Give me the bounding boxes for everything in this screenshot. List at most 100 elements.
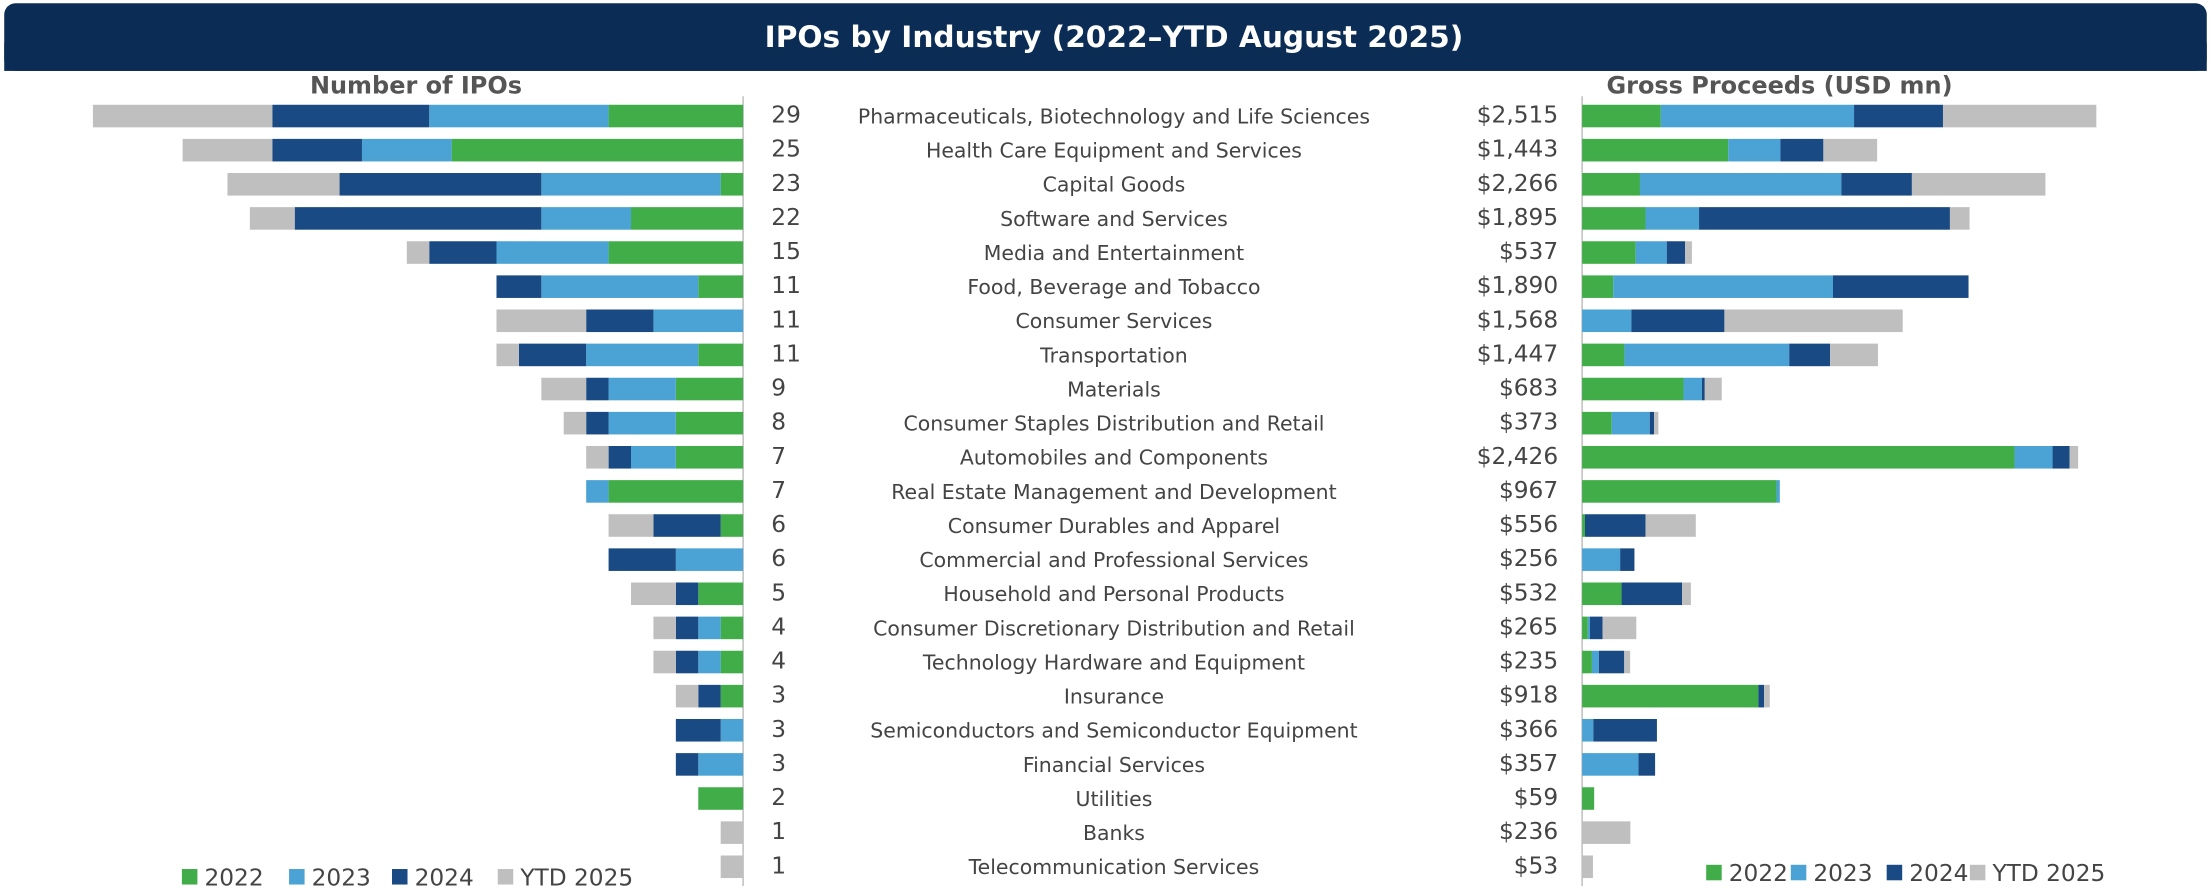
total-label: 4 (771, 613, 786, 640)
bar-segment (1582, 411, 1612, 435)
bar-segment (429, 241, 497, 264)
bar-segment (1582, 684, 1759, 708)
bar-segment (1582, 309, 1632, 333)
bar-segment (698, 684, 721, 708)
category-label: Household and Personal Products (943, 582, 1284, 606)
bar-segment (496, 241, 609, 264)
bar-segment (1582, 377, 1684, 401)
total-label: 25 (771, 136, 801, 163)
total-label: 3 (771, 716, 786, 743)
bar-segment (1582, 480, 1777, 503)
bar-segment (1832, 275, 1969, 298)
bar-segment (294, 207, 542, 230)
bar-segment (653, 309, 744, 333)
bar-segment (1764, 684, 1770, 708)
total-label: 11 (771, 306, 801, 333)
bar-segment (698, 275, 744, 298)
category-label: Consumer Durables and Apparel (948, 514, 1280, 538)
bar-segment (361, 138, 452, 162)
bar-segment (496, 309, 587, 333)
bar-segment (1949, 207, 1970, 230)
total-label: $1,568 (1477, 306, 1558, 333)
bar-segment (586, 309, 654, 333)
category-label: Software and Services (1000, 207, 1228, 231)
bar-segment (1942, 104, 2097, 128)
bar-segment (1582, 650, 1592, 674)
bar-segment (675, 616, 699, 640)
legend-label: 2022 (204, 864, 263, 891)
total-label: 4 (771, 648, 786, 675)
total-label: $265 (1499, 613, 1558, 640)
bar-segment (451, 138, 744, 162)
bar-segment (1582, 787, 1595, 810)
bar-segment (608, 411, 676, 435)
bar-segment (2052, 446, 2070, 469)
bar-segment (698, 650, 721, 674)
bar-segment (1682, 582, 1691, 606)
bar-segment (541, 173, 721, 196)
category-label: Technology Hardware and Equipment (922, 650, 1305, 674)
bar-segment (1582, 753, 1639, 776)
total-label: 5 (771, 579, 786, 606)
bar-segment (272, 104, 430, 128)
bar-segment (1635, 241, 1667, 264)
total-label: $53 (1514, 852, 1558, 879)
legend-swatch (289, 869, 305, 885)
bar-segment (1582, 446, 2015, 469)
bar-segment (1582, 718, 1594, 742)
total-label: 6 (771, 545, 786, 572)
bar-segment (92, 104, 273, 128)
total-label: 15 (771, 238, 801, 265)
bar-segment (1660, 104, 1855, 128)
bar-segment (1854, 104, 1943, 128)
bar-segment (1593, 718, 1657, 742)
category-label: Commercial and Professional Services (919, 548, 1308, 572)
header-bar-base (4, 42, 2207, 71)
bar-segment (2014, 446, 2053, 469)
bar-segment (1704, 377, 1722, 401)
category-label: Health Care Equipment and Services (926, 139, 1302, 163)
bar-segment (1654, 411, 1659, 435)
bar-segment (227, 173, 340, 196)
bar-segment (608, 446, 632, 469)
total-label: $235 (1499, 648, 1558, 675)
bar-segment (1645, 207, 1700, 230)
total-label: $1,447 (1477, 340, 1558, 367)
bar-segment (1598, 650, 1625, 674)
total-label: 8 (771, 409, 786, 436)
bar-segment (1582, 104, 1661, 128)
legend-label: 2023 (1813, 860, 1872, 887)
legend-swatch (1886, 864, 1903, 881)
bar-segment (698, 343, 744, 367)
bar-segment (1582, 582, 1622, 606)
bar-segment (496, 275, 542, 298)
category-label: Media and Entertainment (984, 241, 1244, 265)
bar-segment (496, 343, 519, 367)
category-label: Pharmaceuticals, Biotechnology and Life … (858, 104, 1370, 128)
bar-segment (1582, 616, 1588, 640)
bar-segment (1620, 548, 1635, 571)
total-label: 23 (771, 170, 801, 197)
total-label: $366 (1499, 716, 1558, 743)
legend-label: 2022 (1729, 860, 1788, 887)
category-label: Banks (1083, 821, 1145, 845)
bar-segment (720, 684, 744, 708)
bar-segment (698, 616, 721, 640)
total-label: 29 (771, 102, 801, 129)
category-label: Utilities (1075, 787, 1152, 811)
bar-segment (1582, 138, 1729, 162)
category-label: Consumer Services (1016, 309, 1213, 333)
total-label: $2,426 (1477, 443, 1558, 470)
bar-segment (1582, 207, 1646, 230)
bar-segment (608, 377, 676, 401)
bar-segment (1589, 616, 1603, 640)
bar-segment (1602, 616, 1637, 640)
bar-segment (675, 411, 744, 435)
bar-segment (1584, 514, 1646, 537)
total-label: 11 (771, 340, 801, 367)
left-subtitle: Number of IPOs (310, 71, 522, 99)
bar-segment (631, 446, 676, 469)
category-label: Financial Services (1023, 753, 1205, 777)
bar-segment (675, 548, 744, 571)
